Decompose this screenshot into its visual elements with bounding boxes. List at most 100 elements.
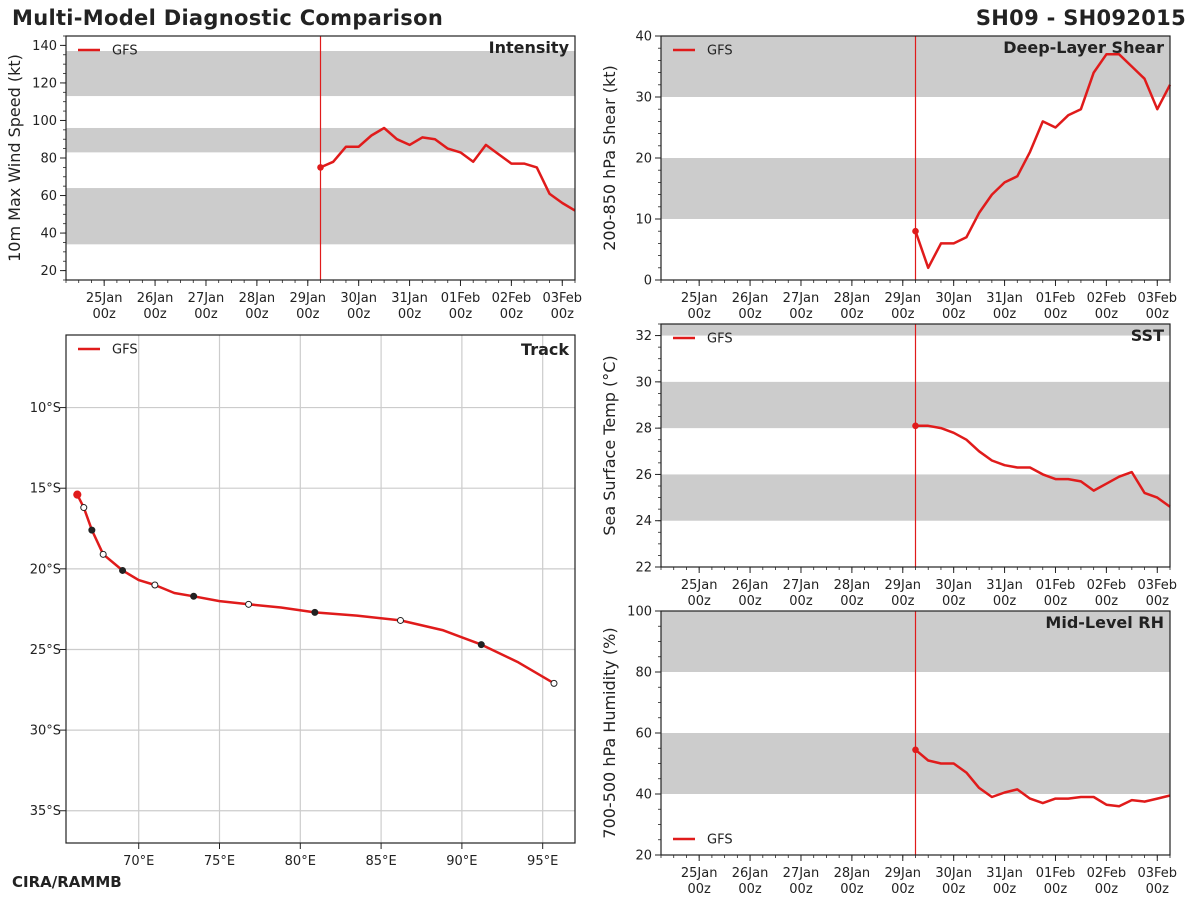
credit-label: CIRA/RAMMB <box>12 873 122 891</box>
sst-ytick-label: 32 <box>635 329 652 344</box>
rh-xtick-label: 00z <box>1044 882 1068 897</box>
shear-xtick-label: 00z <box>687 307 711 322</box>
shear-xtick-label: 00z <box>993 307 1017 322</box>
intensity-ytick-label: 20 <box>40 264 57 279</box>
shear-xtick-label: 25Jan <box>681 291 718 306</box>
shear-ytick-label: 0 <box>644 274 652 289</box>
track-point <box>311 608 319 616</box>
track-point <box>88 526 96 534</box>
shear-xtick-label: 03Feb <box>1137 291 1177 306</box>
rh-xtick-label: 26Jan <box>732 866 769 881</box>
sst-xtick-label: 00z <box>1095 594 1119 609</box>
rh-gfs-point <box>912 746 919 754</box>
track-point <box>151 581 159 589</box>
track-ytick-label: 15°S <box>30 482 61 497</box>
shear-ytick-label: 30 <box>635 91 652 106</box>
rh-xtick-label: 28Jan <box>834 866 871 881</box>
rh-ytick-label: 40 <box>635 788 652 803</box>
rh-xtick-label: 00z <box>891 882 915 897</box>
sst-xtick-label: 00z <box>942 594 966 609</box>
intensity-xtick-label: 30Jan <box>340 291 377 306</box>
rh-xtick-label: 02Feb <box>1087 866 1127 881</box>
rh-xtick-label: 00z <box>789 882 813 897</box>
rh-ytick-label: 80 <box>635 666 652 681</box>
track-point <box>190 592 198 600</box>
rh-ytick-label: 20 <box>635 849 652 864</box>
track-ytick-label: 20°S <box>30 562 61 577</box>
sst-ytick-label: 26 <box>635 468 652 483</box>
rh-xtick-label: 00z <box>840 882 864 897</box>
sst-xtick-label: 00z <box>993 594 1017 609</box>
shear-xtick-label: 00z <box>942 307 966 322</box>
track-xtick-label: 75°E <box>204 854 235 869</box>
sst-ytick-label: 30 <box>635 375 652 390</box>
rh-xtick-label: 31Jan <box>986 866 1023 881</box>
intensity-xtick-label: 00z <box>551 307 575 322</box>
shear-xtick-label: 00z <box>1095 307 1119 322</box>
track-gfs-line <box>76 494 555 685</box>
shear-ytick-label: 20 <box>635 152 652 167</box>
intensity-xtick-label: 02Feb <box>492 291 532 306</box>
panel-rh: 2040608010025Jan00z26Jan00z27Jan00z28Jan… <box>600 605 1177 898</box>
track-point <box>80 504 88 512</box>
shear-xtick-label: 02Feb <box>1087 291 1127 306</box>
sst-legend-label: GFS <box>707 332 733 347</box>
shear-ylabel: 200-850 hPa Shear (kt) <box>600 65 619 251</box>
intensity-title: Intensity <box>489 38 570 57</box>
track-point <box>119 566 127 574</box>
shear-xtick-label: 27Jan <box>783 291 820 306</box>
shear-xtick-label: 00z <box>1146 307 1170 322</box>
intensity-xtick-label: 00z <box>143 307 167 322</box>
intensity-legend-label: GFS <box>112 44 138 59</box>
shear-gfs-point <box>912 227 919 235</box>
track-legend-label: GFS <box>112 343 138 358</box>
sst-xtick-label: 00z <box>738 594 762 609</box>
track-ytick-label: 30°S <box>30 724 61 739</box>
shear-legend-label: GFS <box>707 44 733 59</box>
intensity-xtick-label: 29Jan <box>289 291 326 306</box>
intensity-xtick-label: 01Feb <box>441 291 481 306</box>
shear-xtick-label: 31Jan <box>986 291 1023 306</box>
intensity-xtick-label: 00z <box>500 307 524 322</box>
panel-track: 70°E 75°E 80°E 85°E 90°E 95°E 10°S 15°S 20°S 25°S… <box>30 334 576 869</box>
sst-xtick-label: 00z <box>1146 594 1170 609</box>
sst-title: SST <box>1131 326 1164 345</box>
intensity-xtick-label: 00z <box>245 307 269 322</box>
shear-xtick-label: 26Jan <box>732 291 769 306</box>
shear-ytick-label: 40 <box>635 30 652 45</box>
panel-shear: 01020304025Jan00z26Jan00z27Jan00z28Jan00… <box>600 30 1177 323</box>
track-frame <box>65 334 576 844</box>
intensity-ylabel: 10m Max Wind Speed (kt) <box>5 54 24 262</box>
intensity-ytick-label: 40 <box>40 227 57 242</box>
intensity-xtick-label: 28Jan <box>239 291 276 306</box>
intensity-gfs-line <box>319 126 576 212</box>
rh-xtick-label: 29Jan <box>884 866 921 881</box>
sst-xtick-label: 01Feb <box>1036 578 1076 593</box>
rh-xtick-label: 00z <box>993 882 1017 897</box>
track-xtick-label: 85°E <box>365 854 396 869</box>
rh-xtick-label: 00z <box>738 882 762 897</box>
sst-xtick-label: 30Jan <box>935 578 972 593</box>
shear-title: Deep-Layer Shear <box>1003 38 1164 57</box>
sst-xtick-label: 29Jan <box>884 578 921 593</box>
sst-xtick-label: 03Feb <box>1137 578 1177 593</box>
sst-ytick-label: 28 <box>635 422 652 437</box>
shear-xtick-label: 29Jan <box>884 291 921 306</box>
intensity-xtick-label: 25Jan <box>86 291 123 306</box>
sst-xtick-label: 00z <box>891 594 915 609</box>
rh-xtick-label: 00z <box>1095 882 1119 897</box>
sst-gfs-point <box>912 422 919 430</box>
shear-xtick-label: 01Feb <box>1036 291 1076 306</box>
track-point <box>550 679 558 687</box>
intensity-xtick-label: 31Jan <box>391 291 428 306</box>
track-ytick-label: 35°S <box>30 804 61 819</box>
intensity-xtick-label: 00z <box>398 307 422 322</box>
rh-legend-label: GFS <box>707 833 733 848</box>
intensity-xtick-label: 00z <box>449 307 473 322</box>
intensity-xtick-label: 00z <box>194 307 218 322</box>
sst-xtick-label: 00z <box>789 594 813 609</box>
sst-xtick-label: 31Jan <box>986 578 1023 593</box>
panel-sst: 22242628303225Jan00z26Jan00z27Jan00z28Ja… <box>600 323 1177 609</box>
rh-xtick-label: 27Jan <box>783 866 820 881</box>
shear-xtick-label: 30Jan <box>935 291 972 306</box>
